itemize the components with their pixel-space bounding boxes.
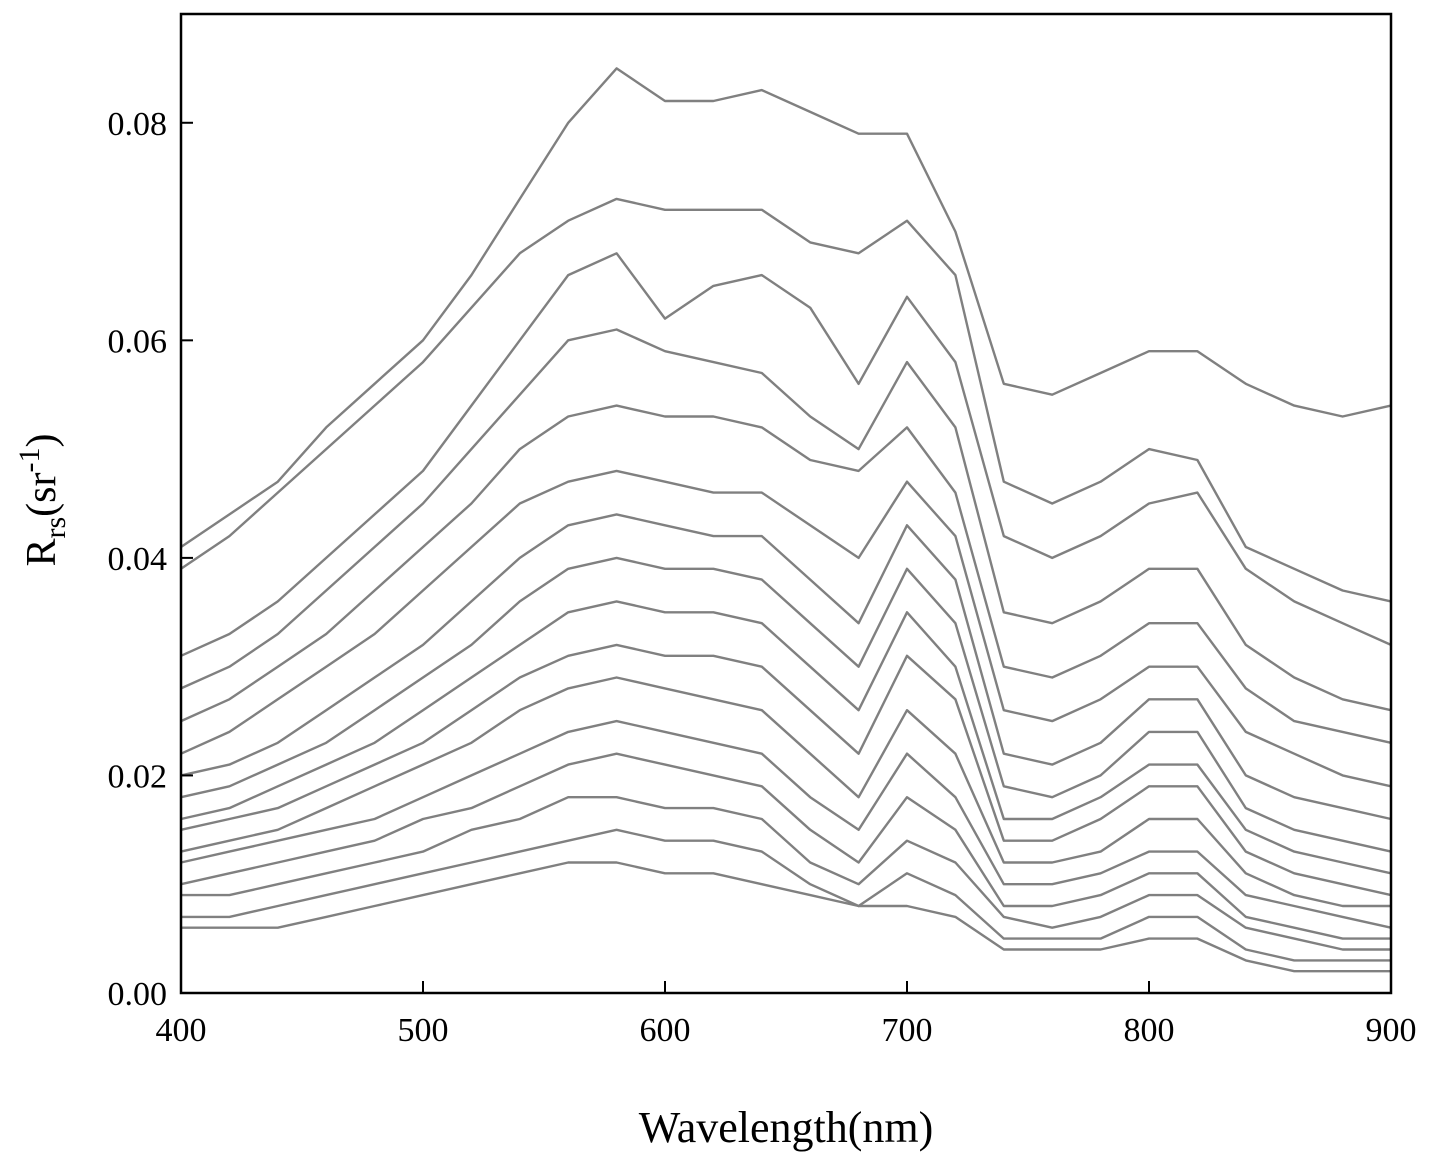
spectrum-line bbox=[181, 828, 1391, 962]
spectrum-line bbox=[180, 67, 1392, 548]
spectrum-line bbox=[180, 469, 1392, 788]
spectrum-line bbox=[181, 796, 1391, 951]
y-title-main: R bbox=[19, 538, 65, 566]
plot-frame bbox=[179, 12, 1393, 995]
y-title-sub: rs bbox=[39, 517, 72, 539]
spectrum-line bbox=[180, 404, 1392, 744]
x-tick-label: 800 bbox=[1124, 1012, 1175, 1049]
x-tick-label: 900 bbox=[1366, 1012, 1417, 1049]
spectrum-line bbox=[180, 752, 1391, 940]
spectrum-line bbox=[180, 556, 1392, 853]
spectrum-line bbox=[180, 719, 1392, 929]
x-tick-label: 700 bbox=[882, 1012, 933, 1049]
x-tick-label: 400 bbox=[156, 1012, 207, 1049]
y-tick-label: 0.00 bbox=[108, 976, 168, 1013]
spectrum-line bbox=[181, 861, 1391, 973]
spectrum-line bbox=[180, 252, 1392, 657]
x-tick-label: 500 bbox=[398, 1012, 449, 1049]
y-title-unit: (sr bbox=[19, 472, 65, 516]
y-tick-label: 0.06 bbox=[108, 323, 168, 360]
y-tick-label: 0.08 bbox=[108, 106, 168, 143]
spectrum-line bbox=[180, 513, 1392, 821]
x-tick-label: 600 bbox=[640, 1012, 691, 1049]
y-tick-label: 0.02 bbox=[108, 758, 168, 795]
y-title-sup: -1 bbox=[13, 447, 46, 472]
spectrum-line bbox=[180, 328, 1392, 712]
spectrum-line bbox=[180, 600, 1392, 875]
y-tick-label: 0.04 bbox=[108, 541, 168, 578]
y-axis-title: Rrs(sr-1) bbox=[13, 433, 72, 566]
x-axis-title: Wavelength(nm) bbox=[639, 1103, 934, 1152]
y-title-close: ) bbox=[19, 433, 65, 447]
spectrum-line bbox=[180, 676, 1391, 908]
spectrum-line bbox=[180, 643, 1392, 897]
spectrum-line bbox=[180, 197, 1392, 603]
